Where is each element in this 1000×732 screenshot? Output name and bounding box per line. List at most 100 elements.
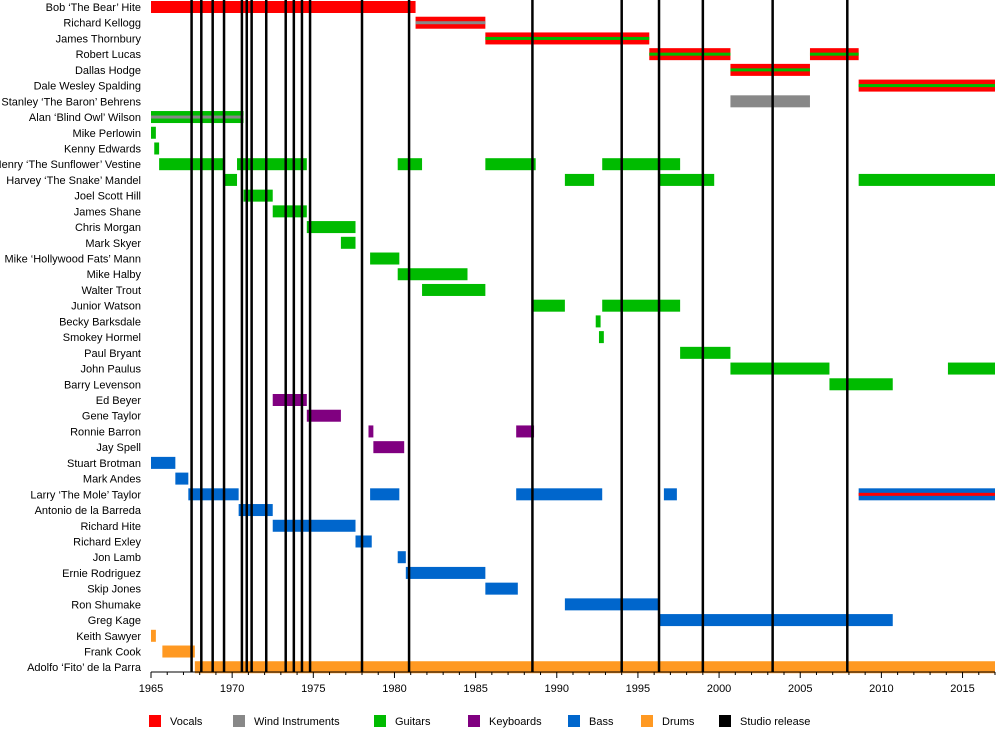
member-label: Joel Scott Hill: [74, 191, 141, 203]
member-bar: [405, 566, 486, 579]
member-bar: [516, 488, 603, 501]
member-label: Antonio de la Barreda: [35, 505, 142, 517]
member-bar-secondary-role: [858, 492, 995, 496]
member-bar: [224, 173, 238, 186]
x-tick-label: 1975: [301, 683, 325, 695]
member-bar: [663, 488, 677, 501]
legend-swatch: [719, 715, 731, 727]
member-bar-secondary-role: [649, 52, 731, 56]
member-labels: Bob ‘The Bear’ Hite Richard Kellogg James …: [0, 2, 142, 674]
member-label: Larry ‘The Mole’ Taylor: [30, 489, 141, 501]
member-bar: [162, 645, 195, 658]
member-label: Gene Taylor: [82, 411, 141, 423]
member-bar: [397, 551, 406, 564]
x-tick-label: 1995: [626, 683, 650, 695]
member-bar: [516, 425, 535, 438]
member-bar: [175, 472, 189, 485]
member-bar: [397, 268, 468, 281]
legend-swatch: [374, 715, 386, 727]
member-bar: [306, 409, 341, 422]
member-label: Adolfo ‘Fito’ de la Parra: [27, 662, 142, 674]
x-tick-label: 2015: [950, 683, 974, 695]
member-bar: [238, 504, 273, 517]
member-bar: [194, 661, 996, 674]
member-bars: [151, 1, 996, 674]
member-bar-secondary-role: [858, 84, 995, 88]
member-bar: [370, 252, 400, 265]
member-bar: [730, 95, 810, 108]
legend-swatch: [568, 715, 580, 727]
member-label: Richard Exley: [73, 536, 141, 548]
member-label: Dallas Hodge: [75, 65, 141, 77]
studio-release-lines: [190, 0, 849, 672]
member-label: Ronnie Barron: [70, 426, 141, 438]
legend-swatch: [233, 715, 245, 727]
legend-label: Vocals: [170, 716, 203, 728]
x-tick-label: 1980: [382, 683, 406, 695]
member-label: Robert Lucas: [76, 49, 142, 61]
x-tick-label: 2005: [788, 683, 812, 695]
member-bar: [373, 441, 405, 454]
member-bar-secondary-role: [809, 52, 859, 56]
member-bar: [659, 614, 893, 627]
member-bar: [272, 394, 307, 406]
member-bar: [947, 362, 995, 375]
member-bar: [485, 582, 518, 595]
member-label: Jay Spell: [96, 442, 141, 454]
member-label: Barry Levenson: [64, 379, 141, 391]
member-bar-secondary-role: [415, 21, 486, 25]
member-label: Chris Morgan: [75, 222, 141, 234]
member-bar-secondary-role: [730, 68, 810, 72]
member-label: Mike Perlowin: [73, 128, 141, 140]
member-label: Keith Sawyer: [76, 631, 141, 643]
member-label: Mike ‘Hollywood Fats’ Mann: [4, 254, 141, 266]
member-bar: [151, 456, 176, 469]
legend-label: Guitars: [395, 716, 431, 728]
member-bar: [154, 142, 160, 155]
member-bar-secondary-role: [485, 36, 650, 40]
legend-label: Studio release: [740, 716, 810, 728]
legend: Vocals Wind Instruments Guitars Keyboards Ba…: [149, 715, 810, 728]
member-bar: [858, 173, 995, 186]
x-tick-label: 1965: [139, 683, 163, 695]
member-bar: [355, 535, 372, 548]
member-bar: [237, 158, 307, 171]
member-bar: [151, 629, 156, 642]
member-bar: [370, 488, 400, 501]
member-label: Smokey Hormel: [63, 332, 141, 344]
member-bar-secondary-role: [151, 115, 244, 119]
member-label: Alan ‘Blind Owl’ Wilson: [29, 112, 141, 124]
member-label: Mike Halby: [87, 269, 142, 281]
legend-label: Bass: [589, 716, 614, 728]
member-bar: [306, 221, 356, 234]
member-label: Richard Kellogg: [63, 18, 141, 30]
member-label: Bob ‘The Bear’ Hite: [46, 2, 141, 14]
member-label: Richard Hite: [80, 521, 141, 533]
x-axis: 1965 1970 1975 1980 1985 1990 1995 2000 2005 2010…: [139, 671, 996, 695]
member-bar: [602, 158, 681, 171]
member-label: Junior Watson: [71, 301, 141, 313]
member-bar: [368, 425, 374, 438]
member-label: Henry ‘The Sunflower’ Vestine: [0, 159, 141, 171]
legend-label: Keyboards: [489, 716, 542, 728]
member-bar: [422, 283, 486, 296]
member-label: Mark Andes: [83, 474, 142, 486]
member-bar: [485, 158, 536, 171]
member-label: Stuart Brotman: [67, 458, 141, 470]
member-bar: [564, 173, 595, 186]
member-label: Becky Barksdale: [59, 316, 141, 328]
legend-label: Drums: [662, 716, 695, 728]
member-bar: [680, 346, 731, 359]
legend-swatch: [641, 715, 653, 727]
member-bar: [272, 205, 307, 218]
member-label: James Shane: [74, 206, 141, 218]
x-tick-label: 1985: [463, 683, 487, 695]
member-bar: [532, 299, 565, 312]
member-bar: [340, 236, 356, 249]
member-bar: [595, 315, 601, 328]
member-bar: [602, 299, 681, 312]
member-label: Ron Shumake: [71, 599, 141, 611]
member-label: Ernie Rodriguez: [62, 568, 141, 580]
member-label: Skip Jones: [87, 584, 141, 596]
